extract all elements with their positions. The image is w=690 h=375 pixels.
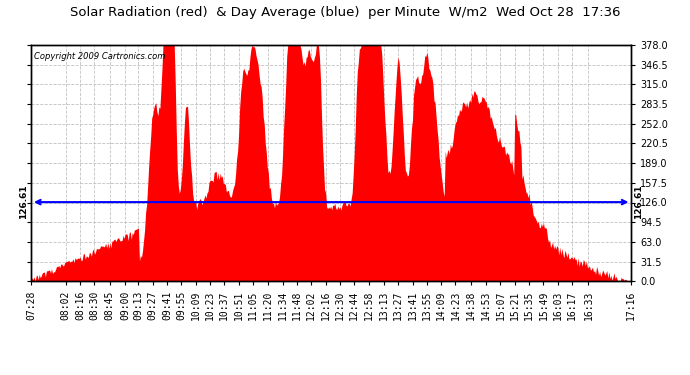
Text: Solar Radiation (red)  & Day Average (blue)  per Minute  W/m2  Wed Oct 28  17:36: Solar Radiation (red) & Day Average (blu…: [70, 6, 620, 19]
Text: 126.61: 126.61: [19, 185, 28, 219]
Text: 126.61: 126.61: [634, 185, 643, 219]
Text: Copyright 2009 Cartronics.com: Copyright 2009 Cartronics.com: [34, 52, 166, 61]
